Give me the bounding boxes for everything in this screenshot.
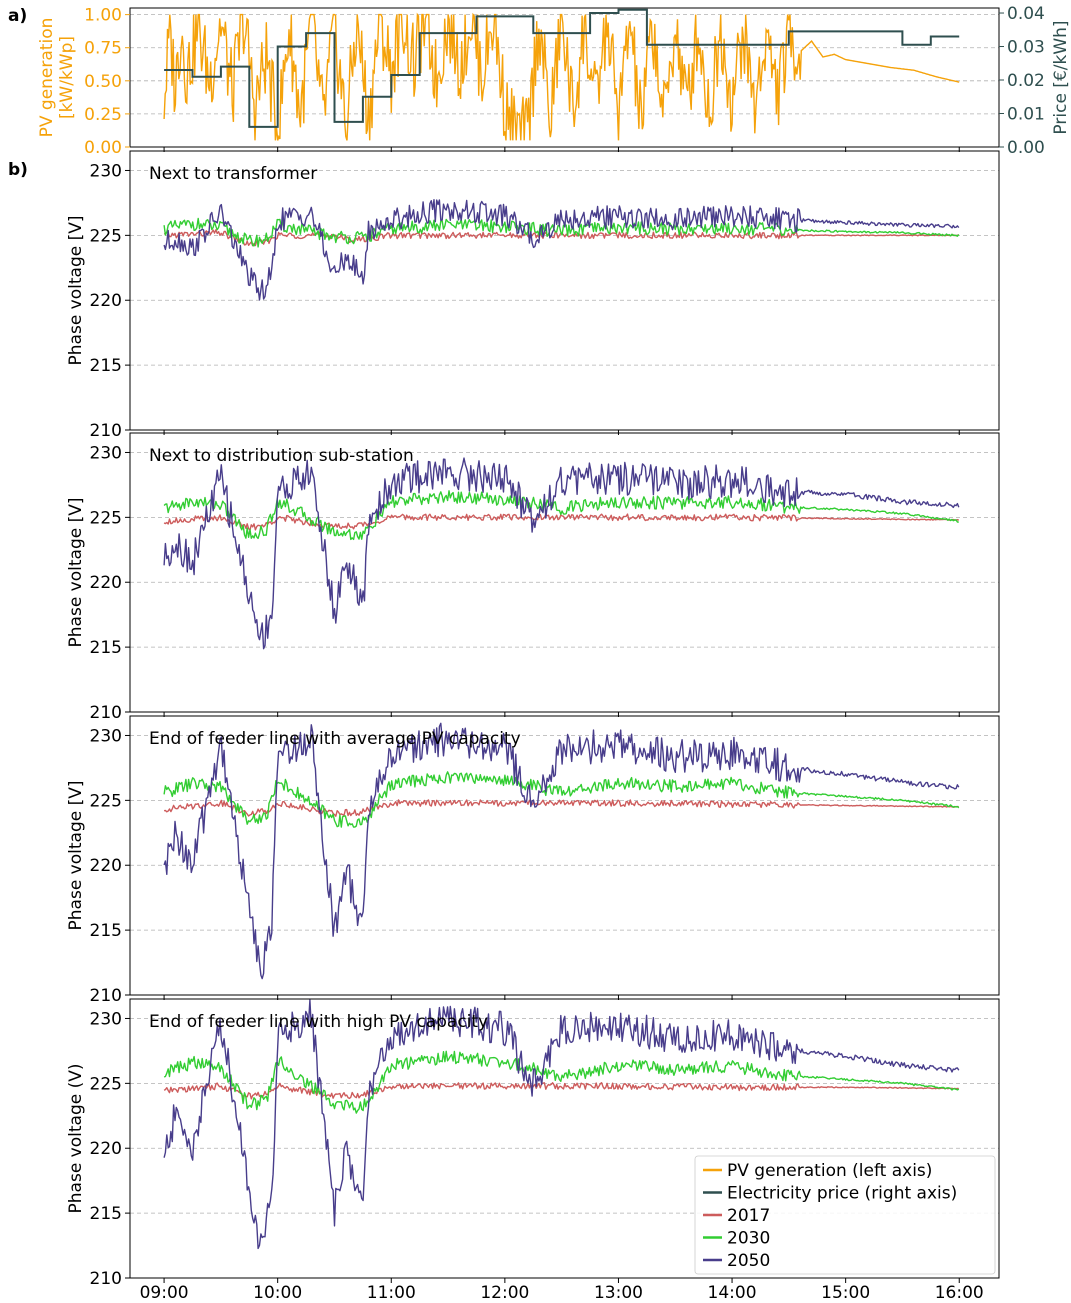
chart-pv-price: 0.00 0.25 0.50 0.75 1.00 0.00 0.01 0.02 0.03 0.04…: [37, 4, 1071, 158]
legend-label: PV generation (left axis): [727, 1161, 932, 1181]
y-tick-label: 210: [90, 421, 122, 441]
y-axis-label: Phase voltage [V]: [66, 781, 86, 931]
y-tick-label: 225: [90, 791, 122, 811]
y-tick-label: 210: [90, 986, 122, 1006]
series-line-2050: [163, 457, 960, 650]
y-tick-label: 0.03: [1007, 38, 1045, 58]
y-axis-label: Phase voltage (V): [66, 1064, 86, 1214]
y-tick-label: 0.01: [1007, 105, 1045, 125]
series-line-pv-generation: [163, 12, 960, 141]
x-axis: 09:00 10:00 11:00 12:00 13:00 14:00 15:00 16:00: [140, 147, 984, 1303]
y-tick-label: 210: [90, 1269, 122, 1289]
series-line-2050: [163, 199, 960, 301]
legend-label: 2050: [727, 1251, 770, 1271]
legend-label: 2030: [727, 1229, 770, 1249]
y-tick-label: 215: [90, 921, 122, 941]
x-tick-label: 10:00: [253, 1283, 302, 1303]
y-tick-label: 230: [90, 726, 122, 746]
x-tick-label: 09:00: [140, 1283, 189, 1303]
y-tick-label: 215: [90, 1204, 122, 1224]
chart-feeder_high: 210 215 220 225 230 End of feeder line with h…: [66, 998, 1000, 1289]
y-axis-label: Phase voltage [V]: [66, 498, 86, 648]
chart-substation: 210 215 220 225 230 Next to distribution sub-…: [66, 432, 1000, 723]
x-tick-label: 16:00: [935, 1283, 984, 1303]
panel-label-b: b): [8, 160, 28, 180]
y-tick-label: 1.00: [84, 6, 122, 26]
legend: PV generation (left axis) Electricity pri…: [694, 1155, 996, 1275]
series-line-2017: [163, 513, 960, 531]
y-tick-label: 220: [90, 573, 122, 593]
y-tick-label: 225: [90, 1074, 122, 1094]
chart-feeder_avg: 210 215 220 225 230 End of feeder line with a…: [66, 715, 1000, 1006]
left-axis-label-unit: [kW/kWp]: [57, 36, 77, 119]
legend-label: Electricity price (right axis): [727, 1184, 957, 1204]
y-tick-label: 210: [90, 703, 122, 723]
y-tick-label: 230: [90, 443, 122, 463]
y-tick-label: 0.75: [84, 39, 122, 59]
series-line-2030: [163, 1050, 960, 1114]
panel-title: End of feeder line with high PV capacity: [149, 1012, 488, 1032]
series-line-electricity-price: [164, 8, 960, 128]
x-tick-label: 13:00: [594, 1283, 643, 1303]
series-line-2050: [163, 722, 960, 980]
x-tick-label: 12:00: [480, 1283, 529, 1303]
series-line-2017: [163, 1082, 959, 1100]
series-line-2030: [163, 490, 959, 541]
y-tick-label: 0.50: [84, 72, 122, 92]
x-tick-label: 14:00: [708, 1283, 757, 1303]
y-tick-label: 230: [90, 1009, 122, 1029]
y-tick-label: 220: [90, 291, 122, 311]
x-tick-label: 15:00: [821, 1283, 870, 1303]
series-line-2030: [163, 771, 960, 828]
y-tick-label: 0.00: [1007, 138, 1045, 158]
legend-box: [694, 1155, 996, 1275]
series-line-2030: [163, 217, 960, 248]
y-tick-label: 0.25: [84, 105, 122, 125]
plot-frame: [129, 998, 1000, 1279]
y-tick-label: 0.00: [84, 138, 122, 158]
plot-frame: [129, 7, 1000, 148]
series-line-2050: [163, 999, 960, 1250]
panel-label-a: a): [8, 6, 28, 26]
legend-label: 2017: [727, 1206, 770, 1226]
y-axis-label: Phase voltage [V]: [66, 216, 86, 366]
series-line-2017: [163, 799, 959, 817]
chart-transformer: 210 215 220 225 230 Next to transformer Phase …: [66, 150, 1000, 441]
panel-title: Next to distribution sub-station: [149, 446, 414, 466]
panel-title: Next to transformer: [149, 164, 317, 184]
y-tick-label: 225: [90, 226, 122, 246]
y-tick-label: 215: [90, 638, 122, 658]
y-tick-label: 230: [90, 161, 122, 181]
right-axis-label: Price [€/kWh]: [1051, 20, 1071, 134]
plot-frame: [129, 715, 1000, 996]
panel-title: End of feeder line with average PV capac…: [149, 729, 521, 749]
y-tick-label: 215: [90, 356, 122, 376]
y-tick-label: 225: [90, 508, 122, 528]
left-axis-label: PV generation: [37, 18, 57, 138]
y-tick-label: 220: [90, 1139, 122, 1159]
y-tick-label: 0.02: [1007, 71, 1045, 91]
plot-frame: [129, 432, 1000, 713]
y-tick-label: 220: [90, 856, 122, 876]
x-tick-label: 11:00: [367, 1283, 416, 1303]
plot-frame: [129, 150, 1000, 431]
y-tick-label: 0.04: [1007, 4, 1045, 24]
